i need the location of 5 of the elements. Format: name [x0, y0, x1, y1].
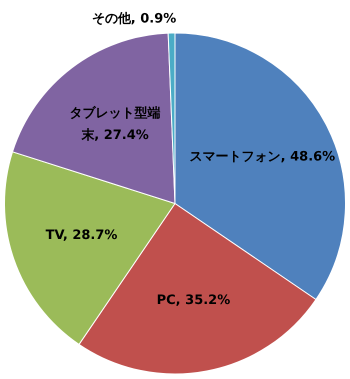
- slice-label: その他, 0.9%: [92, 11, 176, 26]
- slice-label: スマートフォン, 48.6%: [190, 150, 336, 165]
- slice-label: PC, 35.2%: [156, 293, 230, 308]
- slice-label: タブレット型端末, 27.4%: [70, 105, 161, 144]
- slice-label: TV, 28.7%: [46, 228, 118, 244]
